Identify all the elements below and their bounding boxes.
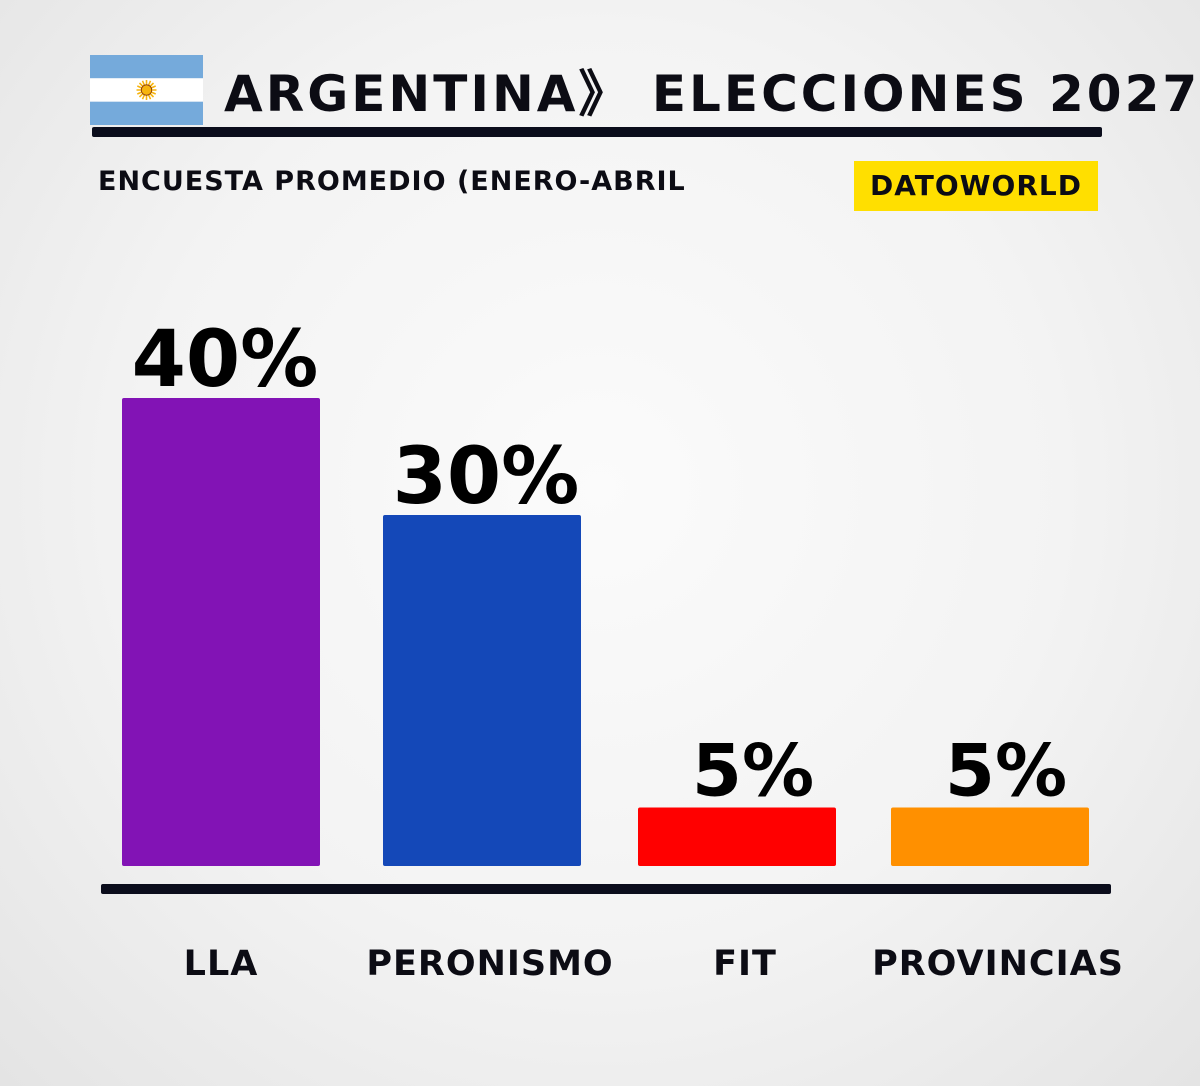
chart-title: ARGENTINA》 ELECCIONES 2027	[224, 65, 1200, 123]
bar-fit	[638, 807, 836, 866]
title-divider	[92, 127, 1102, 137]
chart-subtitle: ENCUESTA PROMEDIO (ENERO-ABRIL	[98, 166, 686, 197]
category-label-lla: LLA	[184, 944, 259, 984]
chart-baseline	[101, 884, 1111, 894]
value-label-lla: 40%	[132, 315, 319, 405]
argentina-flag-icon	[90, 55, 203, 125]
value-label-fit: 5%	[692, 729, 814, 813]
bar-peronismo	[383, 515, 581, 866]
bar-lla	[122, 398, 320, 866]
category-label-fit: FIT	[713, 944, 777, 984]
brand-badge: DATOWORLD	[854, 161, 1098, 211]
value-label-peronismo: 30%	[393, 432, 580, 522]
value-label-provincias: 5%	[945, 729, 1067, 813]
category-label-provincias: PROVINCIAS	[872, 944, 1124, 984]
category-label-peronismo: PERONISMO	[366, 944, 613, 984]
bar-provincias	[891, 807, 1089, 866]
